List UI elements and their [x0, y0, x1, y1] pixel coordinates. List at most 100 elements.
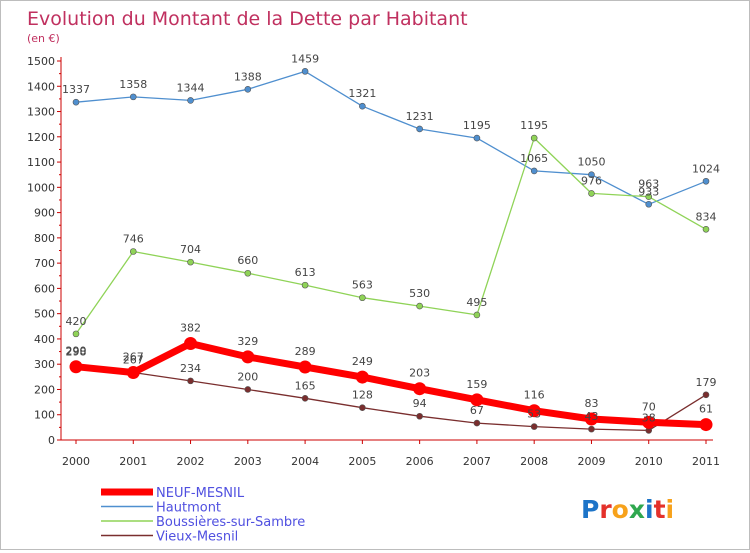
- data-label: 1195: [520, 119, 548, 132]
- data-label: 290: [66, 345, 87, 358]
- data-point: [129, 248, 137, 255]
- data-point: [72, 98, 80, 106]
- data-point: [416, 125, 423, 133]
- data-point: [470, 393, 484, 407]
- data-label: 1050: [577, 156, 605, 169]
- data-point: [530, 423, 538, 430]
- data-label: 704: [180, 243, 201, 256]
- data-label: 1337: [62, 83, 90, 96]
- data-point: [527, 404, 541, 418]
- data-label: 746: [123, 233, 144, 246]
- y-tick-label: 1000: [27, 181, 55, 194]
- x-tick-label: 2006: [406, 455, 434, 468]
- data-label: 613: [295, 266, 316, 279]
- legend-label: Vieux-Mesnil: [156, 530, 238, 545]
- data-point: [642, 415, 656, 429]
- data-label: 1024: [692, 162, 720, 175]
- data-label: 1321: [348, 87, 376, 100]
- data-label: 1065: [520, 152, 548, 165]
- logo-letter: P: [581, 495, 599, 524]
- x-tick-label: 2001: [119, 455, 147, 468]
- y-tick-label: 300: [34, 358, 55, 371]
- data-point: [301, 68, 309, 75]
- data-point: [702, 391, 710, 399]
- logo-letter: i: [645, 495, 654, 524]
- data-label: 179: [696, 376, 717, 389]
- data-label: 1344: [177, 81, 205, 94]
- data-label: 116: [524, 389, 545, 402]
- x-tick-label: 2003: [234, 455, 262, 468]
- data-label: 38: [642, 411, 656, 424]
- logo-letter: x: [629, 495, 645, 524]
- data-point: [126, 366, 140, 380]
- data-label: 128: [352, 389, 373, 402]
- data-label: 1388: [234, 70, 262, 83]
- data-point: [72, 330, 80, 338]
- y-tick-label: 100: [34, 409, 55, 422]
- data-labels: 1337 1358 1344 1388 1459 1321 1231 1195 1065 1050…: [62, 52, 720, 424]
- logo-letter: i: [666, 495, 675, 524]
- data-point: [702, 177, 710, 185]
- data-label: 660: [237, 254, 258, 267]
- data-point: [473, 134, 481, 142]
- data-point: [473, 419, 481, 427]
- x-tick-label: 2008: [520, 455, 548, 468]
- data-label: 963: [638, 178, 659, 191]
- data-point: [699, 418, 713, 432]
- data-label: 67: [470, 404, 484, 417]
- data-point: [413, 382, 427, 396]
- data-label: 234: [180, 362, 201, 375]
- y-tick-label: 900: [34, 207, 55, 220]
- x-tick-label: 2005: [348, 455, 376, 468]
- axes: 0 100 200 300 400 500 600 700 800 900 1000 1100 1200…: [27, 55, 720, 468]
- data-label: 267: [123, 354, 144, 367]
- data-label: 159: [466, 378, 487, 391]
- data-label: 563: [352, 279, 373, 292]
- y-tick-label: 700: [34, 257, 55, 270]
- data-point: [301, 281, 309, 289]
- data-point: [530, 167, 538, 175]
- data-point: [69, 360, 83, 374]
- data-point: [355, 370, 369, 384]
- data-point: [645, 193, 653, 200]
- data-point: [298, 360, 312, 374]
- data-label: 834: [696, 210, 717, 223]
- x-tick-label: 2002: [177, 455, 205, 468]
- y-tick-label: 200: [34, 383, 55, 396]
- data-label: 420: [66, 315, 87, 328]
- chart-subtitle: (en €): [27, 32, 60, 45]
- data-label: 329: [237, 335, 258, 348]
- data-point: [359, 404, 366, 411]
- series-line-hautmont: [75, 70, 707, 205]
- data-label: 933: [638, 185, 659, 198]
- data-label: 289: [295, 345, 316, 358]
- x-tick-label: 2011: [692, 455, 720, 468]
- x-tick-label: 2009: [577, 455, 605, 468]
- data-label: 203: [409, 367, 430, 380]
- data-point: [588, 425, 595, 433]
- data-label: 83: [584, 397, 598, 410]
- data-label: 495: [466, 296, 487, 309]
- data-point: [187, 258, 194, 266]
- y-tick-label: 500: [34, 308, 55, 321]
- legend-label: NEUF-MESNIL: [156, 486, 245, 501]
- data-point: [241, 350, 255, 364]
- data-point: [244, 269, 252, 277]
- data-point: [416, 412, 423, 420]
- data-point: [588, 190, 595, 197]
- x-tick-label: 2000: [62, 455, 90, 468]
- data-point: [530, 134, 538, 142]
- y-tick-label: 1300: [27, 106, 55, 119]
- data-label: 976: [581, 174, 602, 187]
- data-label: 1459: [291, 52, 319, 65]
- x-tick-label: 2007: [463, 455, 491, 468]
- proxiti-logo: Proxiti: [581, 495, 674, 524]
- data-label: 382: [180, 321, 201, 334]
- data-label: 43: [584, 410, 598, 423]
- logo-letter: o: [612, 495, 629, 524]
- data-point: [588, 171, 595, 178]
- legend-label: Hautmont: [156, 501, 221, 516]
- y-tick-label: 1100: [27, 156, 55, 169]
- data-point: [359, 294, 366, 302]
